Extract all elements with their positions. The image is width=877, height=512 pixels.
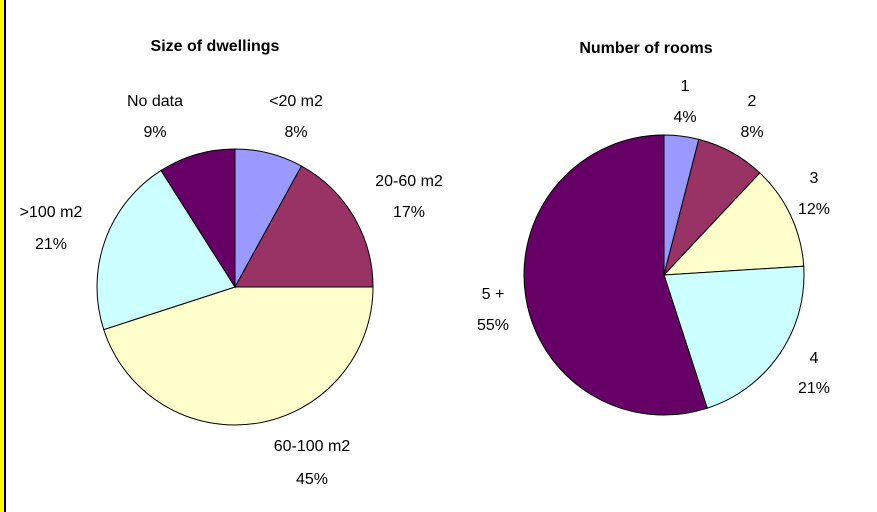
slice-name-2-rooms: 2 xyxy=(748,93,757,110)
slice-pct-lt20: 8% xyxy=(284,124,307,141)
chart-title-size-of-dwellings: Size of dwellings xyxy=(151,38,280,55)
slice-name-4-rooms: 4 xyxy=(810,350,819,367)
left-edge-line xyxy=(4,0,6,512)
slice-label-3-rooms: 3 12% xyxy=(798,170,830,218)
slice-label-lt20: <20 m2 8% xyxy=(269,93,323,141)
slice-name-lt20: <20 m2 xyxy=(269,93,323,110)
slice-name-3-rooms: 3 xyxy=(810,170,819,187)
pie-slice-0-no-data xyxy=(160,148,236,289)
pie-chart-number-of-rooms: Number of rooms 1 4% 2 8% 3 12% 4 21% 5 … xyxy=(477,40,830,416)
slice-pct-2-rooms: 8% xyxy=(740,124,763,141)
slice-label-gt100: >100 m2 21% xyxy=(20,204,83,253)
slice-label-5-plus-rooms: 5 + 55% xyxy=(477,286,509,334)
slice-name-60-100: 60-100 m2 xyxy=(274,438,351,455)
pie-slice-1-4 xyxy=(663,265,805,409)
pie-slice-0-100-m2 xyxy=(96,169,236,331)
slice-label-1-room: 1 4% xyxy=(673,78,696,126)
slice-pct-3-rooms: 12% xyxy=(798,201,830,218)
slice-label-60-100: 60-100 m2 45% xyxy=(274,438,351,488)
slice-label-20-60: 20-60 m2 17% xyxy=(375,173,443,221)
slice-name-1-room: 1 xyxy=(681,78,690,95)
left-edge-accent xyxy=(0,0,4,512)
slice-name-20-60: 20-60 m2 xyxy=(375,173,443,190)
slice-label-no-data: No data 9% xyxy=(127,93,183,141)
slice-name-5-plus-rooms: 5 + xyxy=(482,286,505,303)
pie-slices-number-of-rooms xyxy=(523,134,805,416)
slice-pct-no-data: 9% xyxy=(143,124,166,141)
slice-pct-5-plus-rooms: 55% xyxy=(477,317,509,334)
chart-title-number-of-rooms: Number of rooms xyxy=(579,40,712,57)
slice-pct-20-60: 17% xyxy=(393,204,425,221)
slice-pct-4-rooms: 21% xyxy=(798,380,830,397)
pie-slice-0-60-100-m2 xyxy=(103,286,374,426)
slice-pct-1-room: 4% xyxy=(673,109,696,126)
slice-label-2-rooms: 2 8% xyxy=(740,93,763,141)
slice-label-4-rooms: 4 21% xyxy=(798,350,830,397)
pie-slices-size-of-dwellings xyxy=(96,148,374,426)
slice-pct-gt100: 21% xyxy=(35,236,67,253)
pie-slice-1-3 xyxy=(662,172,805,276)
pie-chart-size-of-dwellings: Size of dwellings <20 m2 8% 20-60 m2 17%… xyxy=(20,38,443,488)
slice-pct-60-100: 45% xyxy=(296,471,328,488)
pie-slice-1-5 xyxy=(523,134,708,416)
slice-name-gt100: >100 m2 xyxy=(20,204,83,221)
slice-name-no-data: No data xyxy=(127,93,183,110)
pie-slice-0-20-60-m2 xyxy=(234,165,374,288)
